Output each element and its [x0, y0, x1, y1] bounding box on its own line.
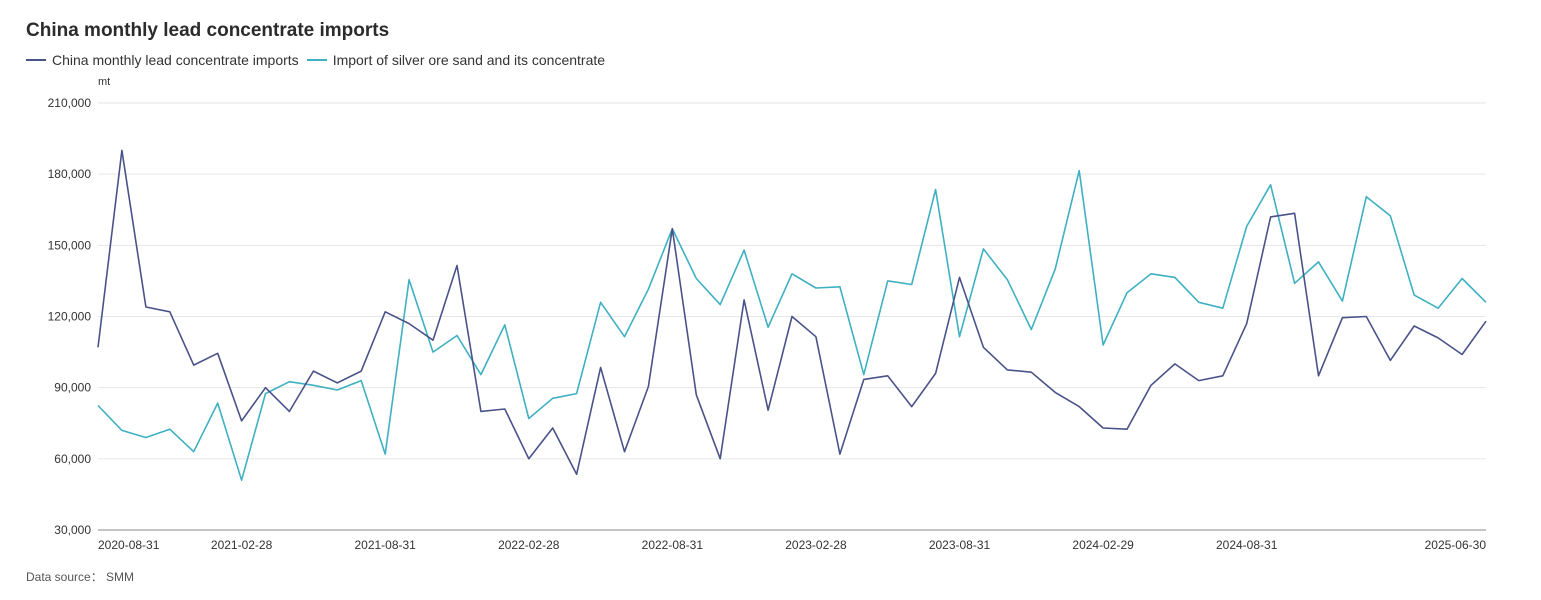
y-tick-label: 60,000 — [54, 452, 91, 466]
legend-swatch-lead — [26, 59, 46, 61]
chart-title: China monthly lead concentrate imports — [26, 20, 390, 41]
y-tick-label: 120,000 — [48, 310, 92, 324]
x-tick-label: 2020-08-31 — [98, 538, 160, 552]
x-tick-label: 2021-08-31 — [354, 538, 416, 552]
legend-label-silver: Import of silver ore sand and its concen… — [332, 52, 606, 68]
legend-label-lead: China monthly lead concentrate imports — [52, 52, 299, 68]
y-tick-label: 30,000 — [54, 523, 91, 537]
x-tick-label: 2025-06-30 — [1425, 538, 1487, 552]
x-tick-label: 2024-08-31 — [1216, 538, 1278, 552]
legend-item-silver[interactable]: Import of silver ore sand and its concen… — [306, 52, 606, 68]
y-tick-label: 150,000 — [48, 238, 92, 252]
data-source: Data source： SMM — [26, 570, 135, 584]
legend-swatch-silver — [306, 59, 327, 61]
series-line-lead-imports — [97, 149, 1487, 476]
y-tick-label: 180,000 — [48, 167, 92, 181]
x-tick-label: 2023-02-28 — [785, 538, 847, 552]
y-tick-label: 90,000 — [54, 381, 91, 395]
y-axis-unit: mt — [98, 76, 111, 88]
y-tick-label: 210,000 — [48, 96, 92, 110]
x-tick-label: 2021-02-28 — [211, 538, 273, 552]
series-line-silver-imports — [97, 169, 1487, 482]
x-tick-label: 2024-02-29 — [1072, 538, 1134, 552]
x-tick-label: 2023-08-31 — [929, 538, 991, 552]
legend-item-lead[interactable]: China monthly lead concentrate imports — [26, 52, 299, 68]
x-tick-label: 2022-02-28 — [498, 538, 560, 552]
x-tick-label: 2022-08-31 — [642, 538, 704, 552]
chart-legend: China monthly lead concentrate imports I… — [26, 52, 613, 68]
